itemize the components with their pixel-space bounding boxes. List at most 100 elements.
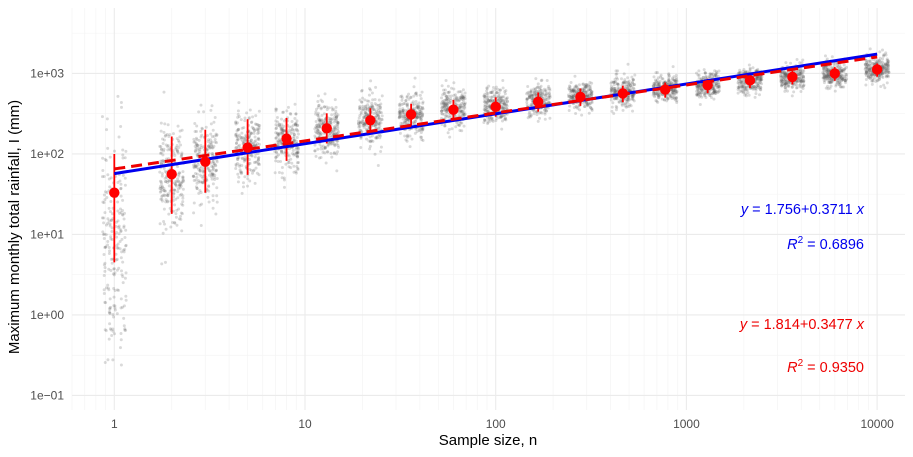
data-point bbox=[292, 135, 296, 139]
data-point bbox=[176, 165, 180, 169]
data-point bbox=[118, 247, 122, 251]
data-point bbox=[249, 140, 253, 144]
data-point bbox=[589, 106, 593, 110]
data-point bbox=[198, 203, 202, 207]
data-point bbox=[207, 189, 211, 193]
data-point bbox=[255, 123, 259, 127]
data-point bbox=[459, 109, 463, 113]
data-point bbox=[490, 90, 494, 94]
data-point bbox=[654, 99, 658, 103]
data-point bbox=[234, 164, 238, 168]
data-point bbox=[234, 166, 238, 170]
data-point bbox=[323, 105, 327, 109]
data-point bbox=[541, 92, 545, 96]
data-point bbox=[441, 108, 445, 112]
blue-eq-intercept: 1.756 bbox=[765, 202, 801, 218]
data-point bbox=[530, 93, 534, 97]
data-point bbox=[675, 91, 679, 95]
data-point bbox=[104, 245, 108, 249]
data-point bbox=[241, 136, 245, 140]
data-point bbox=[613, 77, 617, 81]
data-point bbox=[543, 98, 547, 102]
data-point bbox=[290, 127, 294, 131]
data-point bbox=[533, 90, 537, 94]
data-point bbox=[611, 88, 615, 92]
data-point bbox=[568, 94, 572, 98]
data-point bbox=[212, 162, 216, 166]
data-point bbox=[237, 175, 241, 179]
data-point bbox=[256, 158, 260, 162]
data-point bbox=[119, 210, 123, 214]
data-point bbox=[571, 89, 575, 93]
data-point bbox=[160, 159, 164, 163]
data-point bbox=[658, 92, 662, 96]
data-point bbox=[503, 105, 507, 109]
data-point bbox=[321, 147, 325, 151]
data-point bbox=[121, 275, 125, 279]
mean-point bbox=[829, 68, 840, 79]
data-point bbox=[609, 84, 613, 88]
data-point bbox=[586, 102, 590, 106]
data-point bbox=[314, 110, 318, 114]
blue-r2-value: = 0.6896 bbox=[803, 237, 864, 253]
data-point bbox=[108, 306, 112, 310]
data-point bbox=[547, 95, 551, 99]
data-point bbox=[407, 97, 411, 101]
data-point bbox=[327, 142, 331, 146]
data-point bbox=[256, 152, 260, 156]
data-point bbox=[412, 94, 416, 98]
data-point bbox=[107, 219, 111, 223]
data-point bbox=[631, 95, 635, 99]
data-point bbox=[484, 107, 488, 111]
data-point bbox=[613, 89, 617, 93]
data-point bbox=[162, 219, 166, 223]
data-point bbox=[660, 77, 664, 81]
data-point bbox=[483, 107, 487, 111]
data-point bbox=[462, 104, 466, 108]
data-point bbox=[673, 79, 677, 83]
data-point bbox=[258, 124, 262, 128]
data-point bbox=[162, 130, 166, 134]
data-point bbox=[532, 112, 536, 116]
data-point bbox=[296, 155, 300, 159]
data-point bbox=[627, 98, 631, 102]
data-point bbox=[214, 168, 218, 172]
data-point bbox=[398, 113, 402, 117]
data-point bbox=[276, 120, 280, 124]
data-point bbox=[567, 87, 571, 91]
data-point bbox=[499, 115, 503, 119]
data-point bbox=[116, 246, 120, 250]
data-point bbox=[159, 129, 163, 133]
data-point bbox=[256, 129, 260, 133]
data-point bbox=[106, 217, 110, 221]
data-point bbox=[586, 94, 590, 98]
data-point bbox=[795, 58, 799, 62]
data-point bbox=[461, 113, 465, 117]
data-point bbox=[452, 81, 456, 85]
data-point bbox=[237, 156, 241, 160]
data-point bbox=[695, 93, 699, 97]
data-point bbox=[160, 262, 164, 266]
data-point bbox=[588, 84, 592, 88]
data-point bbox=[652, 81, 656, 85]
data-point bbox=[461, 95, 465, 99]
data-point bbox=[207, 184, 211, 188]
data-point bbox=[534, 92, 538, 96]
data-point bbox=[544, 88, 548, 92]
data-point bbox=[162, 149, 166, 153]
data-point bbox=[542, 96, 546, 100]
data-point bbox=[379, 150, 383, 154]
data-point bbox=[529, 90, 533, 94]
data-point bbox=[625, 98, 629, 102]
data-point bbox=[118, 179, 122, 183]
data-point bbox=[503, 90, 507, 94]
data-point bbox=[277, 153, 281, 157]
data-point bbox=[173, 221, 177, 225]
data-point bbox=[485, 87, 489, 91]
data-point bbox=[530, 94, 534, 98]
data-point bbox=[109, 237, 113, 241]
data-point bbox=[371, 105, 375, 109]
data-point bbox=[164, 143, 168, 147]
data-point bbox=[369, 79, 373, 83]
data-point bbox=[115, 288, 119, 292]
